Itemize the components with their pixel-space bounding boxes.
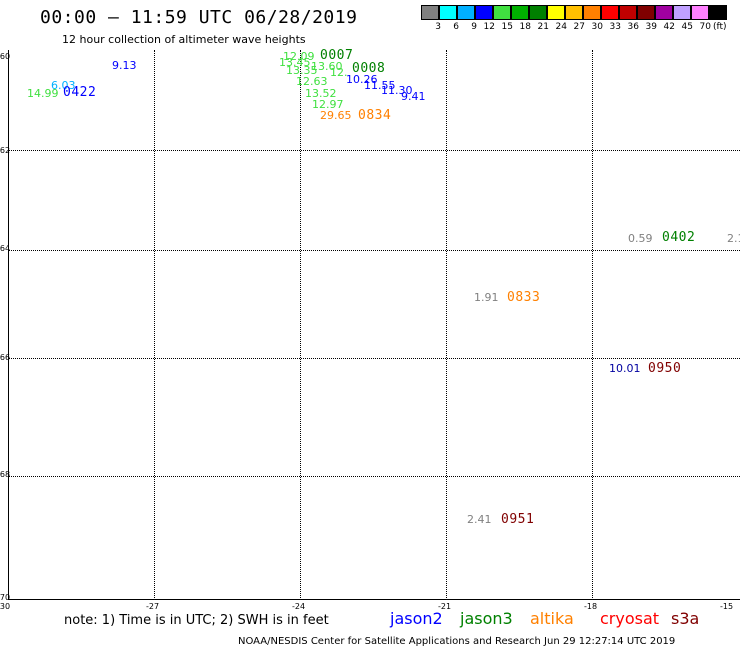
longitude-label: -30 <box>0 602 11 611</box>
latitude-label: -64 <box>0 244 11 253</box>
scale-label: 33 <box>609 22 621 32</box>
scale-swatch <box>511 5 529 20</box>
scale-label: 24 <box>555 22 567 32</box>
scale-label: 18 <box>519 22 531 32</box>
scale-swatch <box>421 5 439 20</box>
legend-entry-jason2: jason2 <box>390 609 443 628</box>
latitude-label: -62 <box>0 146 11 155</box>
wave-height-value: 11.55 <box>364 79 396 92</box>
pass-time-label: 0007 <box>320 48 354 63</box>
pass-time-label: 0951 <box>501 512 535 527</box>
parallel-line <box>8 250 740 251</box>
scale-swatch <box>655 5 673 20</box>
latitude-label: -68 <box>0 470 11 479</box>
scale-swatch <box>475 5 493 20</box>
scale-label: 21 <box>537 22 549 32</box>
legend-entry-cryosat: cryosat <box>600 609 660 628</box>
scale-swatch <box>691 5 709 20</box>
wave-height-value: 29.65 <box>320 109 352 122</box>
longitude-label: -18 <box>584 602 598 611</box>
wave-height-value: 1.91 <box>474 291 499 304</box>
wave-height-value: 12.63 <box>296 75 328 88</box>
wave-height-value: 11.30 <box>381 84 413 97</box>
longitude-label: -21 <box>438 602 452 611</box>
wave-height-value: 13.52 <box>305 87 337 100</box>
latitude-label: -66 <box>0 353 11 362</box>
scale-swatch <box>457 5 475 20</box>
scale-swatch <box>619 5 637 20</box>
scale-swatch <box>529 5 547 20</box>
wave-height-value: 0.59 <box>628 232 653 245</box>
pass-time-label: 0422 <box>63 85 97 100</box>
footer-note: note: 1) Time is in UTC; 2) SWH is in fe… <box>64 613 329 628</box>
scale-label: 12 <box>483 22 495 32</box>
scale-label: 30 <box>591 22 603 32</box>
pass-time-label: 0008 <box>352 61 386 76</box>
pass-time-label: 0402 <box>662 230 696 245</box>
pass-time-label: 0950 <box>648 361 682 376</box>
longitude-label: -15 <box>720 602 734 611</box>
wave-height-value: 12. <box>330 66 348 79</box>
scale-label: 45 <box>681 22 693 32</box>
scale-swatch <box>709 5 727 20</box>
wave-height-value: 9.41 <box>401 90 426 103</box>
longitude-label: -24 <box>292 602 306 611</box>
parallel-line <box>8 150 740 151</box>
scale-label: 15 <box>501 22 513 32</box>
map-title: 00:00 – 11:59 UTC 06/28/2019 <box>40 7 358 28</box>
latitude-label: -70 <box>0 593 11 602</box>
latitude-label: -60 <box>0 52 11 61</box>
wave-height-value: 14.99 <box>27 87 59 100</box>
scale-label: 36 <box>627 22 639 32</box>
scale-swatch <box>583 5 601 20</box>
meridian-line <box>300 50 301 600</box>
wave-height-value: 9.13 <box>112 59 137 72</box>
wave-height-value: 13.60 <box>311 60 343 73</box>
map-frame-left <box>8 50 9 600</box>
pass-time-label: 0834 <box>358 108 392 123</box>
scale-swatch <box>493 5 511 20</box>
credit-line: NOAA/NESDIS Center for Satellite Applica… <box>238 636 676 647</box>
wave-height-value: 13.35 <box>286 64 318 77</box>
pass-time-label: 0833 <box>507 290 541 305</box>
meridian-line <box>446 50 447 600</box>
scale-label: 42 <box>663 22 675 32</box>
wave-height-value: 10.01 <box>609 362 641 375</box>
legend-entry-s3a: s3a <box>671 609 700 628</box>
map-plot-area <box>8 50 740 600</box>
scale-swatch <box>547 5 565 20</box>
parallel-line <box>8 358 740 359</box>
legend-entry-jason3: jason3 <box>460 609 513 628</box>
map-frame-bottom <box>8 599 740 600</box>
legend-entry-altika: altika <box>530 609 574 628</box>
scale-swatch <box>637 5 655 20</box>
scale-swatch <box>565 5 583 20</box>
wave-height-value: 12.97 <box>312 98 344 111</box>
scale-label: 27 <box>573 22 585 32</box>
wave-height-value: 6.03 <box>51 79 76 92</box>
scale-label: 39 <box>645 22 657 32</box>
wave-height-value: 2.1 <box>727 232 740 245</box>
meridian-line <box>154 50 155 600</box>
wave-height-value: 13.45 <box>279 56 311 69</box>
meridian-line <box>592 50 593 600</box>
parallel-line <box>8 476 740 477</box>
scale-swatch <box>601 5 619 20</box>
wave-height-value: 12.09 <box>283 50 315 63</box>
scale-swatch <box>439 5 457 20</box>
scale-label: 70 <box>699 22 711 32</box>
scale-swatch <box>673 5 691 20</box>
scale-label: 6 <box>453 22 459 32</box>
scale-label: 3 <box>435 22 441 32</box>
wave-height-value: 2.41 <box>467 513 492 526</box>
scale-label: 9 <box>471 22 477 32</box>
longitude-label: -27 <box>146 602 160 611</box>
scale-unit-label: (ft) <box>713 22 727 32</box>
map-subtitle: 12 hour collection of altimeter wave hei… <box>62 33 306 46</box>
wave-height-value: 10.26 <box>346 73 378 86</box>
